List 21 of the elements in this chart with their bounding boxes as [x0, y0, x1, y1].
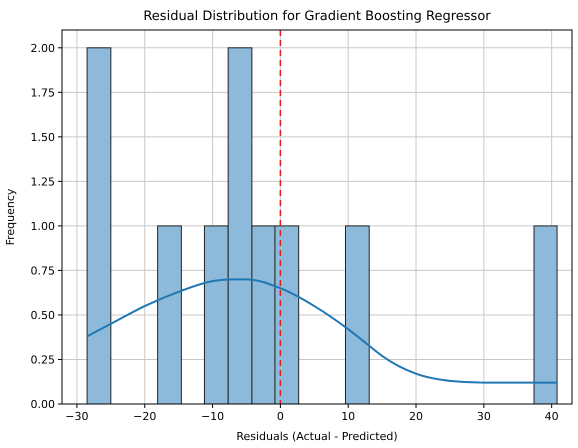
- x-tick-label: 0: [276, 410, 284, 423]
- y-tick-label: 2.00: [30, 42, 55, 55]
- y-tick-label: 1.50: [30, 130, 55, 144]
- x-tick-label: 30: [476, 410, 491, 423]
- x-tick-label: 40: [544, 410, 559, 423]
- chart-title: Residual Distribution for Gradient Boosting Regressor: [143, 9, 492, 24]
- x-tick-label: −30: [65, 410, 89, 423]
- y-tick-label: 1.25: [30, 175, 55, 188]
- y-tick-label: 0.00: [30, 398, 55, 411]
- line-series: [86, 278, 558, 384]
- x-tick-label: 20: [409, 410, 424, 423]
- y-tick-label: 0.50: [30, 308, 55, 322]
- x-tick-label: −10: [200, 410, 224, 423]
- y-tick-label: 1.00: [30, 220, 55, 233]
- x-axis-title: Residuals (Actual - Predicted): [236, 430, 398, 443]
- y-tick-label: 0.25: [30, 353, 55, 366]
- x-tick-label: 10: [341, 410, 356, 423]
- y-tick-label: 1.75: [30, 86, 55, 100]
- x-tick-label: −20: [133, 410, 156, 423]
- y-axis-title: Frequency: [4, 188, 17, 246]
- y-tick-label: 0.75: [30, 264, 55, 278]
